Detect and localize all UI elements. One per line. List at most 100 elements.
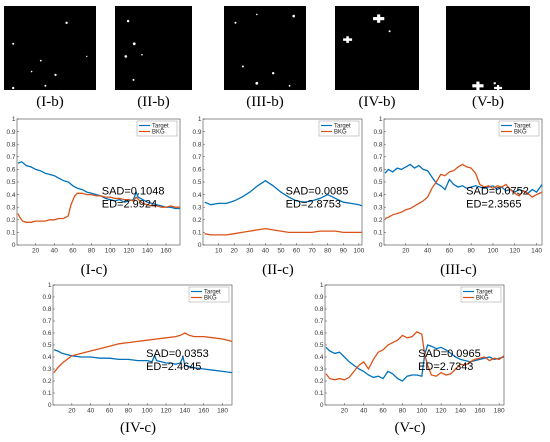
x-tick-label: 100	[488, 248, 499, 255]
plot-area	[202, 118, 363, 246]
series-line-bkg	[325, 331, 505, 381]
plot-area	[383, 118, 543, 246]
legend-label: BKG	[334, 130, 347, 136]
mask-image-5	[446, 6, 530, 90]
target-blob	[476, 81, 480, 90]
x-tick-label: 80	[125, 408, 133, 415]
y-tick-label: 0.9	[192, 129, 201, 136]
x-tick-label: 80	[468, 248, 476, 255]
target-blob	[241, 65, 244, 68]
metric-annotation: ED=2.8753	[286, 199, 341, 211]
y-tick-label: 0	[12, 242, 16, 249]
legend-label: Target	[514, 124, 531, 130]
y-tick-label: 0.3	[192, 204, 201, 211]
metric-annotation: ED=2.9924	[102, 199, 157, 211]
metric-annotation: ED=2.4645	[146, 361, 201, 373]
x-tick-label: 180	[494, 408, 505, 415]
plot-area	[52, 284, 233, 406]
target-blob	[86, 55, 88, 58]
y-tick-label: 0.2	[373, 217, 382, 224]
metric-annotation: ED=2.3565	[466, 199, 521, 211]
y-tick-label: 0	[320, 402, 324, 409]
x-tick-label: 160	[474, 408, 485, 415]
x-tick-label: 40	[360, 408, 368, 415]
x-tick-label: 80	[324, 248, 332, 255]
target-blob	[272, 72, 275, 75]
chart-caption-1: (I-c)	[80, 262, 108, 278]
y-tick-label: 0.1	[6, 230, 15, 237]
target-blob	[234, 21, 237, 24]
x-tick-label: 120	[436, 408, 447, 415]
y-tick-label: 0.5	[42, 342, 51, 349]
series-line-target	[53, 349, 233, 374]
x-tick-label: 140	[179, 408, 190, 415]
x-tick-label: 120	[161, 408, 172, 415]
y-tick-label: 0.1	[42, 390, 51, 397]
target-blob	[346, 36, 349, 43]
target-blob	[12, 42, 15, 45]
x-tick-label: 20	[402, 248, 410, 255]
x-tick-label: 140	[455, 408, 466, 415]
target-blob	[54, 73, 57, 76]
y-tick-label: 0.7	[192, 154, 201, 161]
x-tick-label: 120	[123, 248, 134, 255]
y-tick-label: 0.7	[373, 154, 382, 161]
target-blob	[12, 86, 15, 90]
plot-area	[16, 118, 181, 246]
plot-area	[324, 284, 505, 406]
x-tick-label: 20	[231, 248, 239, 255]
target-blob	[141, 53, 143, 56]
y-tick-label: 0.1	[373, 230, 382, 237]
target-blob	[39, 59, 42, 62]
y-tick-label: 0.2	[6, 217, 15, 224]
x-tick-label: 80	[399, 408, 407, 415]
metric-annotation: SAD=0.1048	[102, 186, 165, 198]
y-tick-label: 0.5	[6, 179, 15, 186]
target-blob	[65, 21, 68, 24]
mask-image-1	[4, 6, 96, 90]
x-tick-label: 120	[509, 248, 520, 255]
x-tick-label: 20	[32, 248, 40, 255]
legend-label: BKG	[514, 130, 527, 136]
y-tick-label: 0.7	[314, 318, 323, 325]
y-tick-label: 0.4	[42, 354, 51, 361]
y-tick-label: 0.5	[373, 179, 382, 186]
legend-label: Target	[334, 124, 351, 130]
y-tick-label: 0.9	[314, 294, 323, 301]
series-line-bkg	[17, 192, 180, 223]
metric-annotation: SAD=0.0752	[466, 186, 529, 198]
x-tick-label: 100	[353, 248, 364, 255]
x-tick-label: 100	[142, 408, 153, 415]
legend-box	[498, 120, 540, 137]
y-tick-label: 1	[198, 116, 202, 123]
y-tick-label: 0.2	[42, 378, 51, 385]
x-tick-label: 40	[51, 248, 59, 255]
mask-blobs-3	[234, 13, 295, 87]
y-tick-label: 0.2	[192, 217, 201, 224]
y-tick-label: 0.7	[6, 154, 15, 161]
y-tick-label: 0.5	[314, 342, 323, 349]
y-tick-label: 0.6	[373, 167, 382, 174]
x-tick-label: 60	[379, 408, 387, 415]
legend-label: Target	[476, 290, 493, 296]
y-tick-label: 0.7	[42, 318, 51, 325]
legend-label: BKG	[152, 130, 165, 136]
y-tick-label: 0.4	[192, 192, 201, 199]
x-tick-label: 20	[341, 408, 349, 415]
x-tick-label: 140	[531, 248, 542, 255]
y-tick-label: 1	[379, 116, 383, 123]
legend-box	[188, 286, 230, 303]
target-blob	[255, 81, 259, 85]
target-blob	[292, 14, 295, 18]
x-tick-label: 60	[106, 408, 114, 415]
y-tick-label: 0.8	[373, 141, 382, 148]
chart-caption-2: (II-c)	[262, 262, 294, 278]
y-tick-label: 1	[48, 282, 52, 289]
target-blob	[388, 30, 391, 33]
mask-image-3	[224, 6, 306, 90]
x-tick-label: 80	[88, 248, 96, 255]
y-tick-label: 0.6	[314, 330, 323, 337]
y-tick-label: 0.6	[192, 167, 201, 174]
target-blob	[44, 84, 47, 87]
target-blob	[124, 55, 128, 58]
